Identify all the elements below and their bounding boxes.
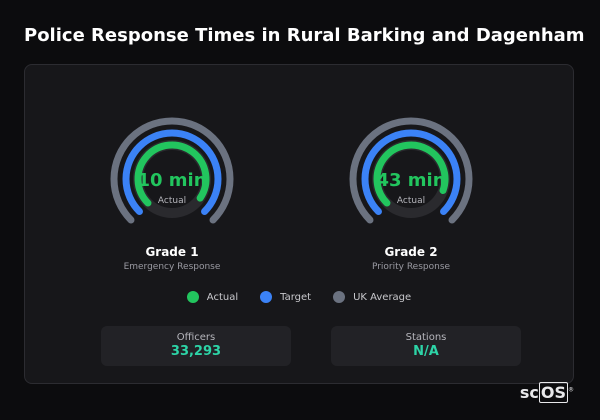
watermark-mark: ® (568, 386, 574, 394)
gauge-value: 10 min (137, 170, 206, 191)
legend-item-actual: Actual (186, 291, 239, 303)
gauge-caption: Actual (397, 196, 425, 206)
stat-label: Officers (176, 332, 216, 343)
legend-label: Target (280, 291, 312, 303)
actual-arc (373, 141, 449, 207)
actual-arc (134, 141, 210, 207)
gauge-subtitle: Emergency Response (123, 262, 221, 272)
legend-label: UK Average (353, 291, 412, 303)
stat-value: 33,293 (170, 344, 222, 359)
uk-average-arc (110, 117, 234, 224)
chart-legend: Actual Target UK Average (25, 291, 573, 303)
watermark-boxed: OS (538, 382, 568, 403)
gauge-grade-2: 43 min Actual (349, 117, 473, 224)
legend-label: Actual (206, 291, 239, 303)
gauge-subtitle: Priority Response (371, 262, 451, 272)
stat-label: Stations (405, 332, 447, 343)
gauge-title: Grade 1 (145, 245, 199, 259)
legend-item-uk-average: UK Average (333, 291, 411, 303)
stat-value: N/A (413, 344, 439, 359)
target-arc (122, 129, 222, 216)
legend-swatch-target (260, 291, 273, 303)
gauge-title: Grade 2 (384, 245, 438, 259)
uk-average-arc (349, 117, 473, 224)
stat-officers: Officers 33,293 (101, 326, 291, 366)
watermark-logo: sc OS ® (519, 382, 574, 403)
target-arc (361, 129, 461, 216)
legend-item-target: Target (260, 291, 311, 303)
page-title: Police Response Times in Rural Barking a… (24, 25, 585, 46)
gauge-caption: Actual (158, 196, 186, 206)
legend-swatch-actual (186, 291, 199, 303)
chart-card: 10 min Actual Grade 1 Emergency Response… (24, 64, 574, 384)
gauge-grade-1: 10 min Actual (110, 117, 234, 224)
legend-swatch-uk-average (333, 291, 346, 303)
gauge-value: 43 min (376, 170, 445, 191)
stat-stations: Stations N/A (331, 326, 521, 366)
watermark-prefix: sc (519, 383, 539, 402)
